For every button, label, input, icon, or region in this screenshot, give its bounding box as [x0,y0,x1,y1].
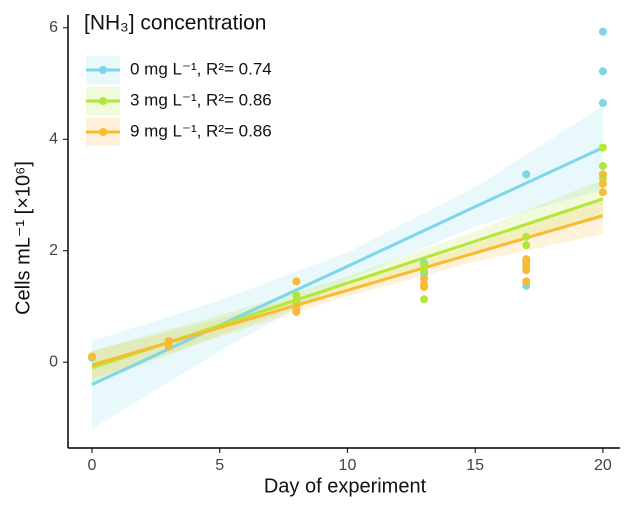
data-point [522,277,531,286]
x-tick-label: 15 [466,457,484,474]
legend-key-dot [99,66,107,74]
data-point [292,308,301,317]
data-point [522,232,531,241]
data-point [598,67,607,76]
y-tick-label: 0 [49,353,58,370]
data-point [420,260,429,269]
data-point [164,342,173,351]
x-axis-label: Day of experiment [264,475,427,497]
data-point [598,143,607,152]
data-point [420,295,429,304]
data-point [88,352,97,361]
data-point [522,241,531,250]
fit-line [91,214,604,367]
data-point [598,162,607,171]
legend-title: [NH₃] concentration [84,12,266,35]
legend-label: 0 mg L⁻¹, R²= 0.74 [130,59,272,78]
data-point [420,282,429,291]
y-tick-label: 2 [49,242,58,259]
data-point [598,27,607,36]
legend-key-dot [99,128,107,136]
x-tick-label: 0 [88,457,97,474]
data-point [420,266,429,275]
data-point [522,266,531,275]
data-point [164,337,173,346]
data-point [598,99,607,108]
x-tick-label: 10 [339,457,357,474]
data-point [522,170,531,179]
data-point [598,170,607,179]
y-tick-label: 4 [49,130,58,147]
fit-line [91,146,604,386]
y-axis-label: Cells mL⁻¹ [×10⁶] [12,161,34,315]
data-point [522,255,531,264]
data-point [522,260,531,269]
confidence-band [92,197,603,379]
data-point [292,277,301,286]
legend-label: 3 mg L⁻¹, R²= 0.86 [130,90,272,109]
data-point [292,291,301,300]
data-point [292,302,301,311]
data-point [598,179,607,188]
x-tick-label: 5 [215,457,224,474]
x-tick-label: 20 [594,457,612,474]
data-point [420,274,429,283]
legend-key-dot [99,97,107,105]
y-tick-label: 6 [49,19,58,36]
legend-label: 9 mg L⁻¹, R²= 0.86 [130,121,272,140]
data-point [598,188,607,197]
